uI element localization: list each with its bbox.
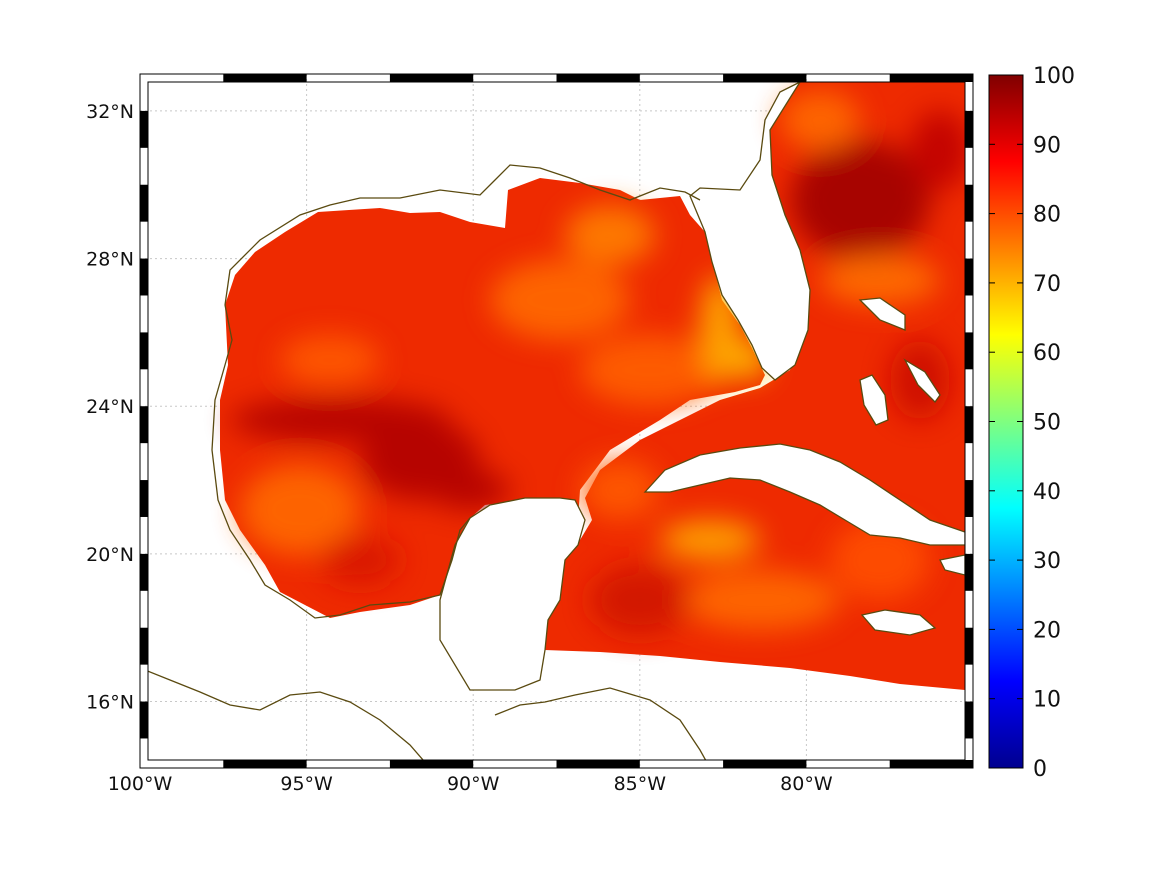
frame-seg-top [889,74,973,82]
x-tick-label-2: 90°W [447,773,500,795]
y-tick-label-4: 32°N [86,101,134,123]
frame-seg-top [389,74,474,82]
colorbar-ticks: 0 10 20 30 40 50 60 70 80 90 100 [989,64,1075,782]
frame-seg-right [965,480,973,517]
frame-seg-bottom [556,760,640,768]
yucatan [439,497,586,691]
frame-seg-left [140,258,148,296]
y-tick-label-2: 24°N [86,396,134,418]
frame-seg-left [140,627,148,665]
honduras-coast [494,687,707,760]
frame-seg-top [723,74,807,82]
frame-seg-bottom [223,760,307,768]
frame-seg-right [965,553,973,591]
colorbar-tick-label-7: 70 [1033,272,1061,297]
coastlines [148,82,965,760]
colorbar-tick-label-0: 0 [1033,757,1047,782]
frame-seg-bottom [389,760,474,768]
x-tick-label-4: 80°W [780,773,833,795]
colorbar-tick-label-5: 50 [1033,411,1061,436]
frame-seg-right [965,627,973,665]
frame-seg-right [965,110,973,148]
cuba [643,443,965,546]
x-tick-label-1: 95°W [280,773,333,795]
andros [859,374,889,426]
y-tick-label-0: 16°N [86,692,134,714]
central-america [148,670,424,760]
frame-seg-left [140,553,148,591]
frame-seg-left [140,184,148,222]
florida [689,82,811,381]
frame-seg-left [140,406,148,444]
frame-seg-left [140,110,148,148]
colorbar-tick-label-8: 80 [1033,203,1061,228]
frame-seg-bottom [889,760,973,768]
colorbar-tick-label-3: 30 [1033,549,1061,574]
colorbar-tick-label-9: 90 [1033,133,1061,158]
frame-seg-left [140,332,148,370]
frame-seg-top [223,74,307,82]
frame-seg-right [965,258,973,296]
colorbar-tick-label-6: 60 [1033,341,1061,366]
frame-seg-top [556,74,640,82]
mexico-coast [211,304,471,619]
y-tick-label-3: 28°N [86,249,134,271]
map-frame [139,73,974,769]
frame-seg-right [965,184,973,222]
colorbar-tick-label-4: 40 [1033,480,1061,505]
y-tick-label-1: 20°N [86,544,134,566]
y-axis-ticks: 16°N 20°N 24°N 28°N 32°N [86,101,134,714]
abaco [858,297,906,331]
x-tick-label-0: 100°W [108,773,173,795]
x-axis-ticks: 100°W 95°W 90°W 85°W 80°W [108,773,833,795]
us-gulf-coast [224,164,701,306]
hispaniola [939,554,965,576]
x-tick-label-3: 85°W [614,773,667,795]
frame-seg-left [140,701,148,739]
frame-seg-right [965,332,973,370]
eleuthera [903,358,941,404]
data-field [220,82,965,690]
jamaica [860,609,937,636]
colorbar-tick-label-2: 20 [1033,618,1061,643]
colorbar-tick-label-10: 100 [1033,64,1075,89]
frame-seg-bottom [723,760,807,768]
frame-seg-right [965,406,973,444]
frame-seg-left [140,480,148,517]
frame-seg-right [965,701,973,739]
colorbar-tick-label-1: 10 [1033,688,1061,713]
